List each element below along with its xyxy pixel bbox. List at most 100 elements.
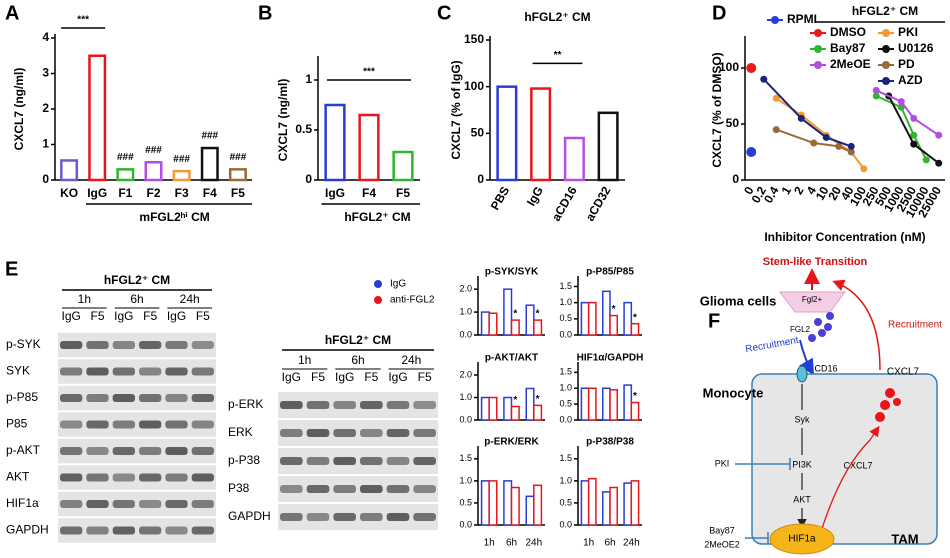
annotation: * — [633, 312, 637, 323]
legend-marker — [882, 29, 890, 37]
lane-label: IgG — [167, 309, 186, 323]
y-tick-label: 0.0 — [459, 519, 472, 529]
blot-band — [280, 485, 303, 493]
blot-band — [191, 341, 214, 349]
lane-label: IgG — [114, 309, 133, 323]
annotation: ### — [117, 152, 134, 163]
bar — [563, 136, 585, 182]
blot-band — [60, 394, 83, 402]
blot-strip — [58, 412, 216, 437]
blot-band — [112, 447, 135, 455]
bar — [587, 477, 597, 526]
x-tick-label: 1h — [484, 538, 495, 549]
blot-row-label: p-P38 — [228, 453, 260, 467]
point — [822, 133, 830, 141]
time-label: 6h — [351, 353, 364, 367]
cd16-receptor — [796, 365, 808, 383]
blot-band — [333, 513, 356, 521]
legend-label: 2MeOE — [830, 57, 871, 71]
panel-label: F — [708, 310, 720, 332]
y-tick-label: 0.5 — [559, 313, 572, 323]
blot-row-label: p-ERK — [228, 397, 263, 411]
blot-band — [139, 500, 162, 508]
blot-strip — [278, 392, 438, 418]
blot-band — [280, 513, 303, 521]
blot-band — [165, 500, 188, 508]
lane-label: F5 — [418, 370, 432, 384]
y-tick-label: 0.5 — [559, 398, 572, 408]
blot-band — [386, 401, 410, 409]
lane-label: IgG — [335, 370, 354, 384]
point — [760, 75, 768, 83]
blot-band — [191, 447, 214, 455]
diagram-text: Bay87 — [709, 525, 735, 535]
y-tick-label: 0.0 — [559, 414, 572, 424]
x-tick-label: 0.4 — [761, 184, 782, 206]
diagram-text: TAM — [891, 531, 918, 546]
point — [872, 92, 880, 100]
bar — [601, 387, 611, 421]
panel-label: A — [5, 2, 19, 24]
annotation: ### — [230, 152, 247, 163]
blot-band — [112, 394, 135, 402]
y-tick-label: 1.5 — [559, 367, 572, 377]
x-tick-label: PBS — [488, 184, 512, 212]
inhibitor — [745, 532, 769, 544]
bar — [200, 146, 219, 182]
legend-label: Bay87 — [830, 41, 866, 55]
blot-band — [280, 401, 303, 409]
blot-title: hFGL2⁺ CM — [325, 333, 391, 347]
group-label: hFGL2⁺ CM — [344, 210, 410, 224]
blot-band — [413, 457, 436, 465]
blot-band — [60, 500, 83, 508]
panel-label: B — [258, 2, 272, 24]
y-tick-label: 0.0 — [459, 414, 472, 424]
blot-band — [86, 367, 109, 376]
y-axis-label: CXCL7 (ng/ml) — [12, 68, 26, 151]
legend-marker — [374, 280, 382, 288]
chart-title: hFGL2⁺ CM — [524, 10, 590, 24]
legend-marker — [882, 77, 890, 85]
blot-row-label: HIF1a — [6, 496, 39, 510]
arrow — [799, 339, 815, 376]
blot-band — [86, 447, 109, 455]
arrow — [832, 279, 881, 371]
bar — [630, 322, 640, 336]
bar — [488, 480, 498, 526]
annotation: * — [612, 304, 616, 315]
blot-band — [86, 473, 109, 482]
x-tick-label: F2 — [146, 186, 160, 200]
x-tick-label: 10 — [813, 184, 832, 203]
x-tick-label: 1h — [583, 538, 594, 549]
blot-band — [360, 401, 383, 409]
blot-row-label: P38 — [228, 481, 250, 495]
y-tick-label: 1.5 — [559, 281, 572, 291]
y-tick-label: 1.0 — [559, 383, 572, 393]
blot-band — [139, 473, 162, 482]
y-tick-label: 0.0 — [559, 329, 572, 339]
x-tick-label: 6h — [604, 538, 615, 549]
blot-title: hFGL2⁺ CM — [104, 273, 170, 287]
blot-band — [60, 473, 83, 482]
blot-strip — [58, 465, 216, 490]
point — [935, 131, 943, 139]
y-tick-label: 0.5 — [295, 122, 312, 136]
blot-row-label: P85 — [6, 417, 28, 431]
bar — [609, 389, 619, 421]
fgl2-dots — [808, 312, 834, 342]
diagram-text: Recruitment — [888, 320, 942, 331]
y-tick-label: 3 — [42, 66, 49, 80]
legend-marker — [814, 29, 822, 37]
blot-strip — [278, 476, 438, 502]
blot-band — [191, 420, 214, 429]
bar — [480, 311, 490, 336]
diagram-text: CXCL7 — [887, 367, 920, 378]
chart-title: p-SYK/SYK — [485, 267, 539, 278]
x-tick-label: KO — [60, 186, 78, 200]
blot-row-label: p-SYK — [6, 337, 41, 351]
line — [763, 78, 852, 148]
bar — [60, 159, 79, 182]
point — [922, 156, 930, 164]
legend-marker — [771, 16, 779, 24]
diagram-text: Stem-like Transition — [763, 256, 868, 268]
